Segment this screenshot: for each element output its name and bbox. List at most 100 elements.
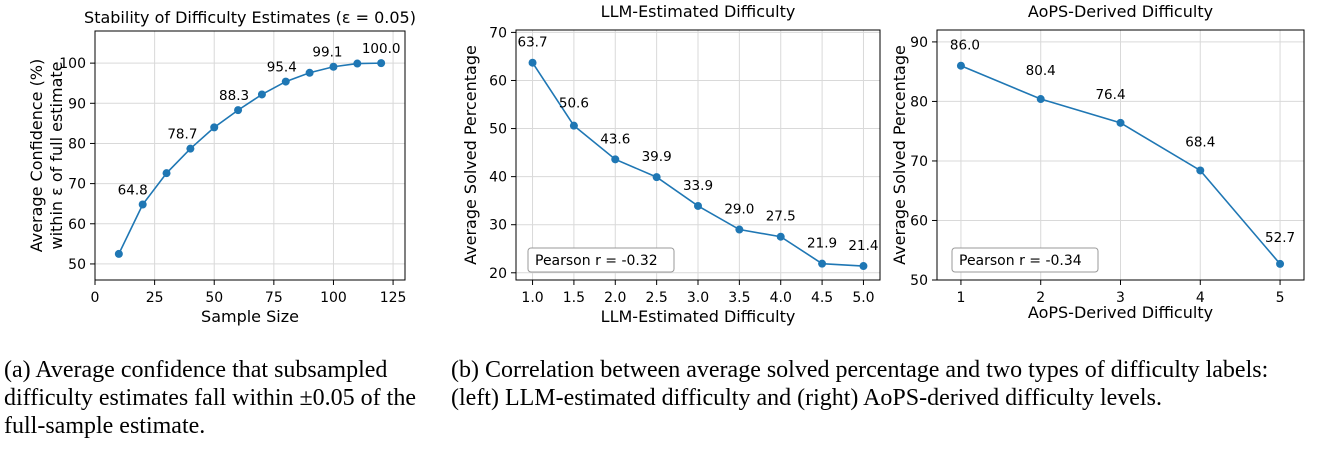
chart-a-data-point (329, 62, 338, 71)
chart-b-right-data-label: 52.7 (1265, 230, 1295, 246)
chart-a-data-point (353, 59, 362, 68)
chart-b-right-pearson-frame (951, 247, 1099, 273)
chart-a-x-tick-label: 25 (146, 290, 164, 306)
chart-b-right-data-label: 68.4 (1185, 134, 1215, 150)
chart-a-y-tick-label: 60 (68, 217, 86, 233)
chart-b-left-data-label: 39.9 (642, 149, 672, 165)
chart-a-data-point (114, 249, 123, 258)
chart-b-left-x-tick-label: 5.0 (852, 290, 874, 306)
chart-b-left-x-tick-label: 2.5 (646, 290, 668, 306)
chart-b-right-y-tick-label: 70 (910, 154, 928, 170)
chart-b-right-data-label: 86.0 (950, 38, 980, 54)
chart-a-data-point (162, 169, 171, 178)
chart-b-right-pearson-label: Pearson r = -0.34 (959, 253, 1082, 269)
chart-b-left-x-axis-label: LLM-Estimated Difficulty (601, 307, 796, 326)
figure-canvas: 0 25 50 75 100 125 50 60 70 80 90 100 64.8 78.7 88.3 9… (27, 2, 1305, 326)
caption-a: (a) Average confidence that subsampled d… (4, 357, 416, 439)
chart-b-left-y-tick-label: 60 (489, 73, 507, 89)
chart-a-ticks: 0 25 50 75 100 125 50 60 70 80 90 100 (59, 56, 406, 306)
chart-b-left-y-tick-label: 20 (489, 266, 507, 282)
chart-a-data-label: 99.1 (312, 45, 342, 61)
chart-a-y-axis-label-line2: within ε of full estimate (47, 61, 66, 249)
chart-b-left-data-point (569, 121, 578, 130)
chart-b-right-y-tick-label: 80 (910, 94, 928, 110)
chart-a-plot-area (94, 30, 406, 281)
chart-a-data-label: 78.7 (167, 127, 197, 143)
chart-b-left-data-point (611, 155, 620, 164)
chart-b-right: 1 2 3 4 5 50 60 70 80 90 86.0 80.4 76.4 68.4 52.7 AoP… (890, 2, 1305, 322)
chart-a-data-point (234, 106, 243, 115)
chart-b-left-data-point (859, 262, 868, 271)
chart-b-right-y-tick-label: 60 (910, 213, 928, 229)
chart-b-left-data-label: 63.7 (518, 35, 548, 51)
chart-a-x-tick-label: 75 (265, 290, 283, 306)
chart-b-left-x-tick-label: 3.0 (687, 290, 709, 306)
chart-b-left-pearson-frame (527, 247, 675, 273)
chart-b-right-x-tick-label: 5 (1276, 290, 1285, 306)
chart-b-right-grid (937, 30, 1304, 281)
caption-b: (b) Correlation between average solved p… (451, 357, 1269, 411)
chart-b-left-data-label: 21.9 (807, 236, 837, 252)
chart-b-left-x-tick-label: 1.5 (563, 290, 585, 306)
chart-b-left-data-point (776, 232, 785, 241)
chart-b-right-ticks: 1 2 3 4 5 50 60 70 80 90 (910, 35, 1284, 306)
chart-b-right-x-tick-label: 4 (1196, 290, 1205, 306)
chart-b-right-x-tick-label: 3 (1116, 290, 1125, 306)
chart-a-y-tick-label: 80 (68, 136, 86, 152)
chart-b-left-x-tick-label: 4.0 (770, 290, 792, 306)
chart-b-right-y-axis-label: Average Solved Percentage (890, 45, 909, 265)
chart-b-left-title: LLM-Estimated Difficulty (601, 2, 796, 21)
chart-a-y-axis-label-line1: Average Confidence (%) (27, 59, 46, 253)
chart-a-x-axis-label: Sample Size (201, 307, 299, 326)
chart-b-left-data-label: 27.5 (766, 209, 796, 225)
chart-a-series-line (118, 62, 382, 255)
chart-a: 0 25 50 75 100 125 50 60 70 80 90 100 64.8 78.7 88.3 9… (27, 8, 416, 326)
chart-a-data-label: 88.3 (219, 88, 249, 104)
chart-b-left-x-tick-label: 1.0 (521, 290, 543, 306)
chart-a-data-point (257, 90, 266, 99)
chart-a-series: 64.8 78.7 88.3 95.4 99.1 100.0 (114, 41, 400, 258)
chart-a-x-tick-label: 125 (380, 290, 407, 306)
chart-b-right-data-point (956, 61, 965, 70)
chart-b-left-y-tick-label: 70 (489, 25, 507, 41)
chart-b-right-x-axis-label: AoPS-Derived Difficulty (1028, 303, 1213, 322)
chart-a-data-label: 95.4 (267, 60, 297, 76)
chart-b-left-x-tick-label: 4.5 (811, 290, 833, 306)
chart-b-left: 1.0 1.5 2.0 2.5 3.0 3.5 4.0 4.5 5.0203040506070 … (461, 2, 881, 326)
chart-b-right-y-tick-label: 90 (910, 35, 928, 51)
chart-b-right-data-point (1036, 95, 1045, 104)
chart-b-left-pearson-box: Pearson r = -0.32 (527, 247, 675, 273)
chart-a-data-point (186, 144, 195, 153)
chart-b-right-x-tick-label: 1 (956, 290, 965, 306)
chart-b-left-data-label: 21.4 (848, 238, 878, 254)
chart-b-left-x-tick-label: 2.0 (604, 290, 626, 306)
chart-a-y-tick-label: 100 (59, 56, 86, 72)
chart-b-left-data-label: 29.0 (724, 202, 754, 218)
chart-b-left-series: 63.7 50.6 43.6 39.9 33.9 29.0 27.5 21.9 21.4 (518, 35, 878, 271)
chart-b-left-data-point (818, 259, 827, 268)
chart-a-x-tick-label: 100 (320, 290, 347, 306)
chart-b-right-data-point (1276, 259, 1285, 268)
chart-a-data-point (210, 123, 219, 132)
chart-a-y-tick-label: 90 (68, 96, 86, 112)
chart-b-left-y-tick-label: 40 (489, 170, 507, 186)
chart-b-left-x-tick-label: 3.5 (728, 290, 750, 306)
chart-b-right-pearson-box: Pearson r = -0.34 (951, 247, 1099, 273)
chart-a-data-point (305, 68, 314, 77)
chart-b-right-title: AoPS-Derived Difficulty (1028, 2, 1213, 21)
chart-b-left-data-point (694, 201, 702, 210)
chart-b-left-data-label: 33.9 (683, 178, 713, 194)
chart-b-left-y-tick-label: 30 (489, 218, 507, 234)
chart-b-right-data-label: 80.4 (1026, 63, 1056, 79)
chart-b-left-ticks: 1.0 1.5 2.0 2.5 3.0 3.5 4.0 4.5 5.0 20 30 40 50 60 70 (489, 25, 874, 306)
chart-b-left-pearson-label: Pearson r = -0.32 (535, 253, 658, 269)
chart-a-x-tick-label: 0 (91, 290, 100, 306)
chart-a-data-point (377, 59, 386, 68)
chart-b-left-y-tick-label: 50 (489, 122, 507, 138)
chart-b-left-data-label: 43.6 (600, 131, 630, 147)
chart-b-right-series: 86.0 80.4 76.4 68.4 52.7 (950, 38, 1295, 268)
chart-a-data-point (281, 77, 290, 86)
chart-a-data-label: 64.8 (118, 182, 148, 198)
chart-a-y-tick-label: 50 (68, 257, 86, 273)
chart-b-left-data-label: 50.6 (559, 96, 589, 112)
